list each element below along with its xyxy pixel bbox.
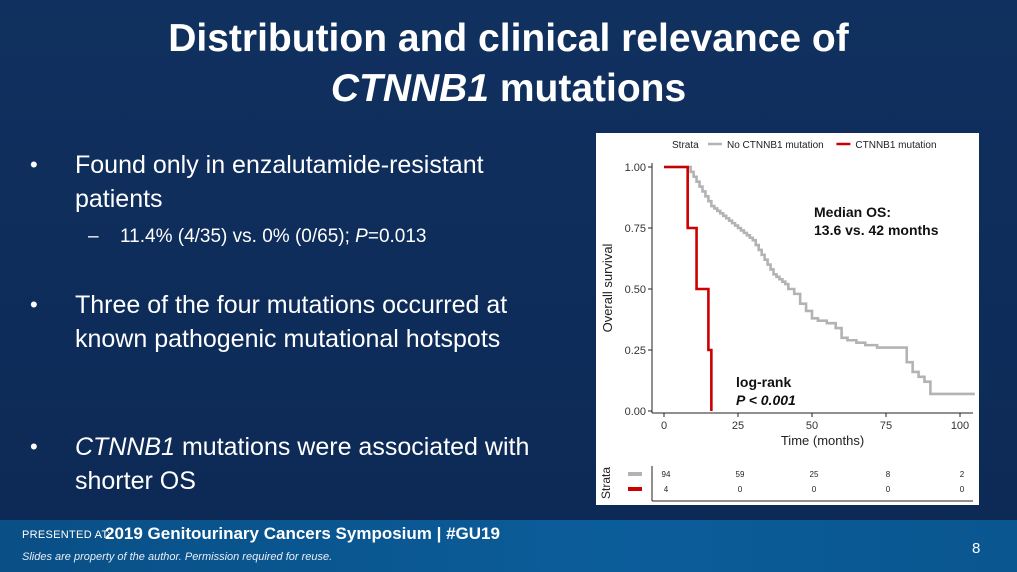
footer-disclaimer: Slides are property of the author. Permi… (22, 551, 333, 563)
x-tick-label-4: 100 (951, 420, 969, 432)
x-tick-label-1: 25 (732, 420, 744, 432)
presented-at-label: PRESENTED AT: (22, 529, 111, 541)
y-tick-label-0: 0.00 (625, 406, 646, 418)
x-tick-label-0: 0 (661, 420, 667, 432)
risk-cell-1-4: 0 (960, 485, 965, 494)
x-tick-label-2: 50 (806, 420, 818, 432)
y-axis-label: Overall survival (600, 243, 615, 332)
bullet-marker: • (30, 434, 38, 459)
km-plot-svg: Strata No CTNNB1 mutation CTNNB1 mutation 0… (599, 140, 975, 502)
legend-title: Strata (672, 140, 699, 151)
bullet-text: CTNNB1 mutations were associated with sh… (75, 430, 570, 498)
annotation-logrank-1: log-rank (736, 374, 791, 390)
risk-cell-0-2: 25 (810, 470, 819, 479)
sub-bullet-text: 11.4% (4/35) vs. 0% (0/65); P=0.013 (120, 224, 427, 250)
risk-cell-0-0: 94 (662, 470, 671, 479)
risk-cell-0-4: 2 (960, 470, 965, 479)
annotation-median-2: 13.6 vs. 42 months (814, 222, 939, 238)
conference-name: 2019 Genitourinary Cancers Symposium | #… (105, 524, 500, 543)
sub-bullet-text-a: 11.4% (4/35) vs. 0% (0/65); (120, 226, 356, 247)
bullet-gene-name: CTNNB1 (75, 433, 176, 461)
series-line-1 (664, 165, 713, 411)
bullet-marker: • (30, 152, 38, 177)
title-line-2: CTNNB1 mutations (0, 64, 1017, 114)
risk-cell-1-1: 0 (738, 485, 743, 494)
annotation-median-1: Median OS: (814, 204, 891, 220)
risk-cell-0-1: 59 (736, 470, 745, 479)
sub-bullet-marker: – (88, 226, 99, 247)
bullet-marker: • (30, 292, 38, 317)
sub-bullet-p: P (355, 226, 368, 247)
annotation-logrank-2: P < 0.001 (736, 392, 796, 408)
title-line-1: Distribution and clinical relevance of (168, 17, 849, 60)
y-tick-label-2: 0.50 (625, 284, 646, 296)
survival-chart: Strata No CTNNB1 mutation CTNNB1 mutation 0… (596, 133, 979, 505)
sub-bullet-text-b: =0.013 (367, 226, 427, 247)
legend-label-1: CTNNB1 mutation (855, 140, 936, 151)
slide-title: Distribution and clinical relevance of C… (0, 14, 1017, 114)
y-tick-label-3: 0.75 (625, 223, 646, 235)
risk-cell-1-3: 0 (886, 485, 891, 494)
risk-table-label: Strata (599, 467, 613, 499)
x-axis-label: Time (months) (781, 433, 864, 448)
bullet-text: Three of the four mutations occurred at … (75, 291, 508, 353)
y-tick-label-4: 1.00 (625, 162, 646, 174)
title-gene-name: CTNNB1 (330, 67, 489, 110)
bullet-text: Found only in enzalutamide-resistant pat… (75, 151, 484, 213)
y-tick-label-1: 0.25 (625, 345, 646, 357)
x-tick-label-3: 75 (880, 420, 892, 432)
risk-cell-0-3: 8 (886, 470, 891, 479)
bullet-text-rest: mutations were associated with shorter O… (75, 433, 530, 495)
risk-cell-1-2: 0 (812, 485, 817, 494)
legend-label-0: No CTNNB1 mutation (727, 140, 824, 151)
page-number: 8 (972, 540, 981, 557)
risk-cell-1-0: 4 (664, 485, 669, 494)
title-line-2-rest: mutations (489, 67, 687, 110)
series-line-0 (664, 165, 975, 396)
footer-bar (0, 520, 1017, 572)
